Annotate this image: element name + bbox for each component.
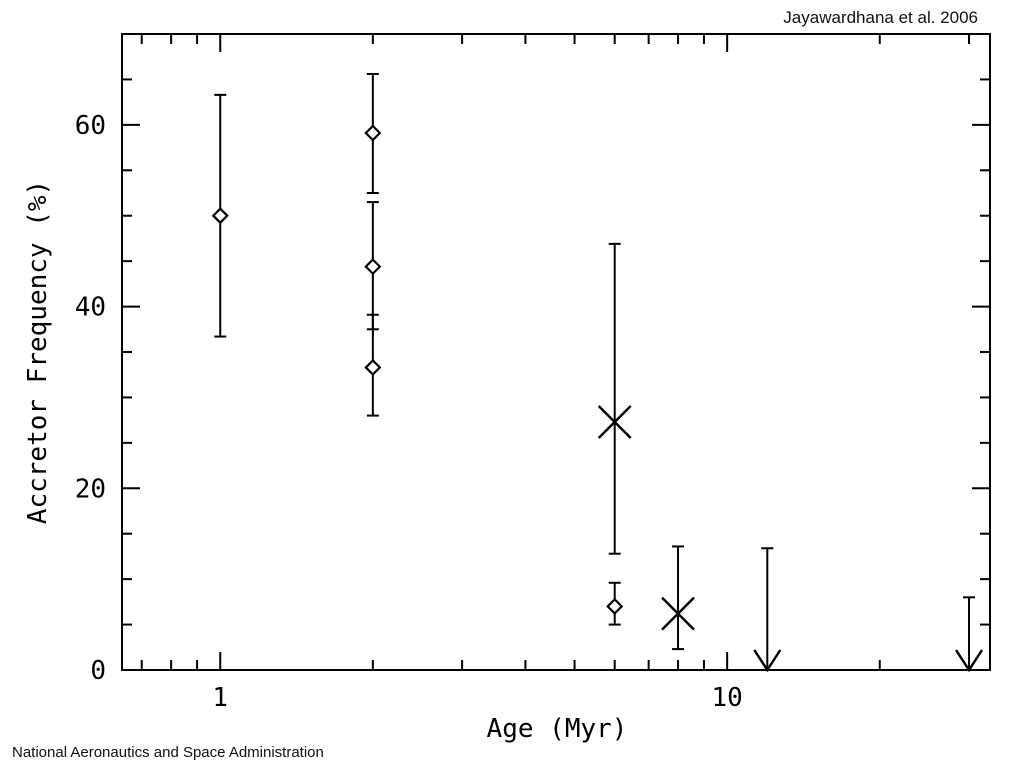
cross-point xyxy=(661,596,695,631)
diamond-point xyxy=(364,124,382,142)
tick-labels: 1 10 0 20 40 60 xyxy=(75,111,743,713)
axis-ticks xyxy=(122,34,990,670)
y-tick-label: 20 xyxy=(75,474,106,504)
x-axis-label: Age (Myr) xyxy=(487,714,628,744)
y-tick-label: 40 xyxy=(75,293,106,323)
diamond-point xyxy=(364,358,382,377)
plot-frame xyxy=(121,33,991,671)
cross-point xyxy=(597,405,632,439)
y-axis-label: Accretor Frequency (%) xyxy=(23,180,53,524)
credit-bottom: National Aeronautics and Space Administr… xyxy=(12,744,324,761)
upper-limit-arrowhead xyxy=(753,649,782,673)
x-tick-label: 1 xyxy=(212,683,228,713)
y-tick-label: 60 xyxy=(75,111,106,141)
data-marks xyxy=(211,72,984,673)
credit-top: Jayawardhana et al. 2006 xyxy=(783,8,978,27)
diamond-point xyxy=(211,207,229,225)
diamond-point xyxy=(606,597,624,615)
y-tick-label: 0 xyxy=(90,656,106,686)
upper-limit-arrowhead xyxy=(954,649,984,673)
x-tick-label: 10 xyxy=(712,683,743,713)
diamond-point xyxy=(364,258,382,276)
